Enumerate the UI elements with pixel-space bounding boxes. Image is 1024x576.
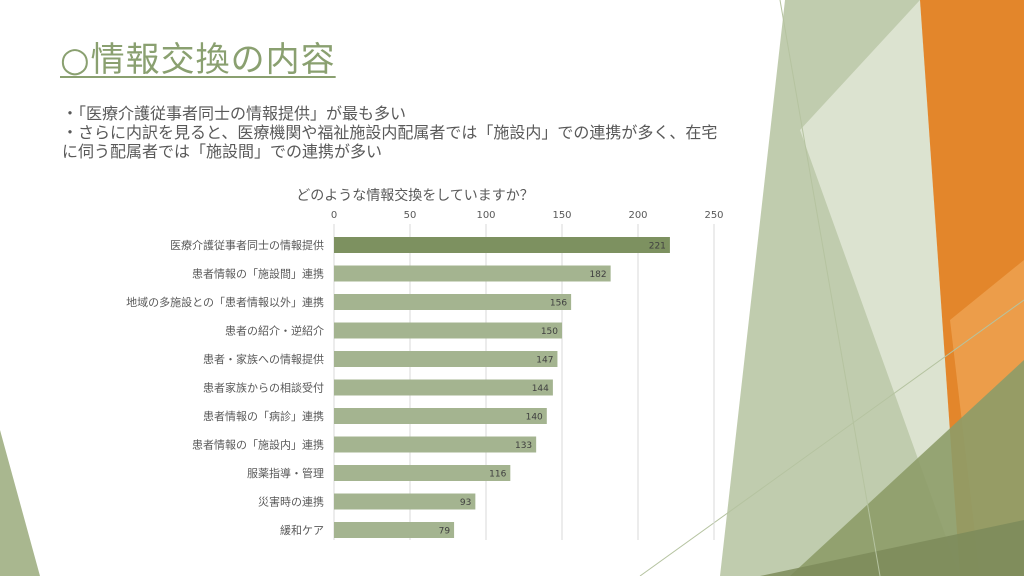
bullet-list: ・「医療介護従事者同士の情報提供」が最も多い ・さらに内訳を見ると、医療機関や福… xyxy=(62,104,822,161)
bar xyxy=(334,351,558,367)
category-label: 患者・家族への情報提供 xyxy=(203,352,324,366)
data-label: 156 xyxy=(550,299,567,309)
category-label: 医療介護従事者同士の情報提供 xyxy=(170,238,324,252)
data-label: 182 xyxy=(589,270,606,280)
data-label: 147 xyxy=(536,356,553,366)
deco-light-triangle xyxy=(800,0,960,576)
bar xyxy=(334,322,562,339)
bar xyxy=(334,265,611,282)
data-label: 140 xyxy=(526,413,543,423)
bar xyxy=(334,237,670,253)
category-label: 患者情報の「施設間」連携 xyxy=(192,267,324,281)
bar xyxy=(334,465,511,481)
tick-label: 0 xyxy=(331,210,337,221)
bar-chart: 0 50 100 150 200 250 医療介護従事者同士の情報提供 221 患者情報の「施設… xyxy=(126,210,724,540)
tick-label: 50 xyxy=(404,210,417,221)
data-label: 93 xyxy=(460,498,471,508)
bar xyxy=(334,379,553,396)
deco-line xyxy=(779,0,881,576)
bar xyxy=(334,522,455,538)
tick-label: 250 xyxy=(704,210,723,221)
tick-label: 100 xyxy=(476,210,495,221)
category-label: 災害時の連携 xyxy=(258,495,324,509)
tick-label: 150 xyxy=(552,210,571,221)
category-label: 緩和ケア xyxy=(280,524,324,537)
category-label: 服薬指導・管理 xyxy=(247,466,324,480)
category-label: 患者の紹介・逆紹介 xyxy=(225,324,324,338)
tick-label: 200 xyxy=(628,210,647,221)
chart-title: どのような情報交換をしていますか？ xyxy=(296,188,534,204)
data-label: 150 xyxy=(541,327,558,337)
deco-left-strip xyxy=(0,430,40,576)
data-label: 144 xyxy=(532,384,549,394)
data-label: 221 xyxy=(649,242,666,252)
data-label: 79 xyxy=(439,527,451,537)
category-label: 地域の多施設との「患者情報以外」連携 xyxy=(126,295,324,309)
bullet-line-2: ・さらに内訳を見ると、医療機関や福祉施設内配属者では「施設内」での連携が多く、在… xyxy=(62,123,718,142)
data-label: 133 xyxy=(515,441,532,451)
category-label: 患者情報の「施設内」連携 xyxy=(192,438,324,452)
deco-olive-panel xyxy=(790,360,1024,576)
slide-title: ○情報交換の内容 xyxy=(60,40,336,80)
deco-line xyxy=(639,299,1024,576)
bar xyxy=(334,436,537,453)
category-label: 患者情報の「病診」連携 xyxy=(203,409,324,423)
data-label: 116 xyxy=(489,470,506,480)
bar xyxy=(334,294,572,310)
bullet-line-1: ・「医療介護従事者同士の情報提供」が最も多い xyxy=(62,104,407,123)
category-label: 患者家族からの相談受付 xyxy=(203,381,324,395)
deco-olive-lower xyxy=(760,520,1024,576)
bar xyxy=(334,408,547,424)
bullet-line-3: に伺う配属者では「施設間」での連携が多い xyxy=(62,142,383,161)
bar xyxy=(334,493,476,510)
